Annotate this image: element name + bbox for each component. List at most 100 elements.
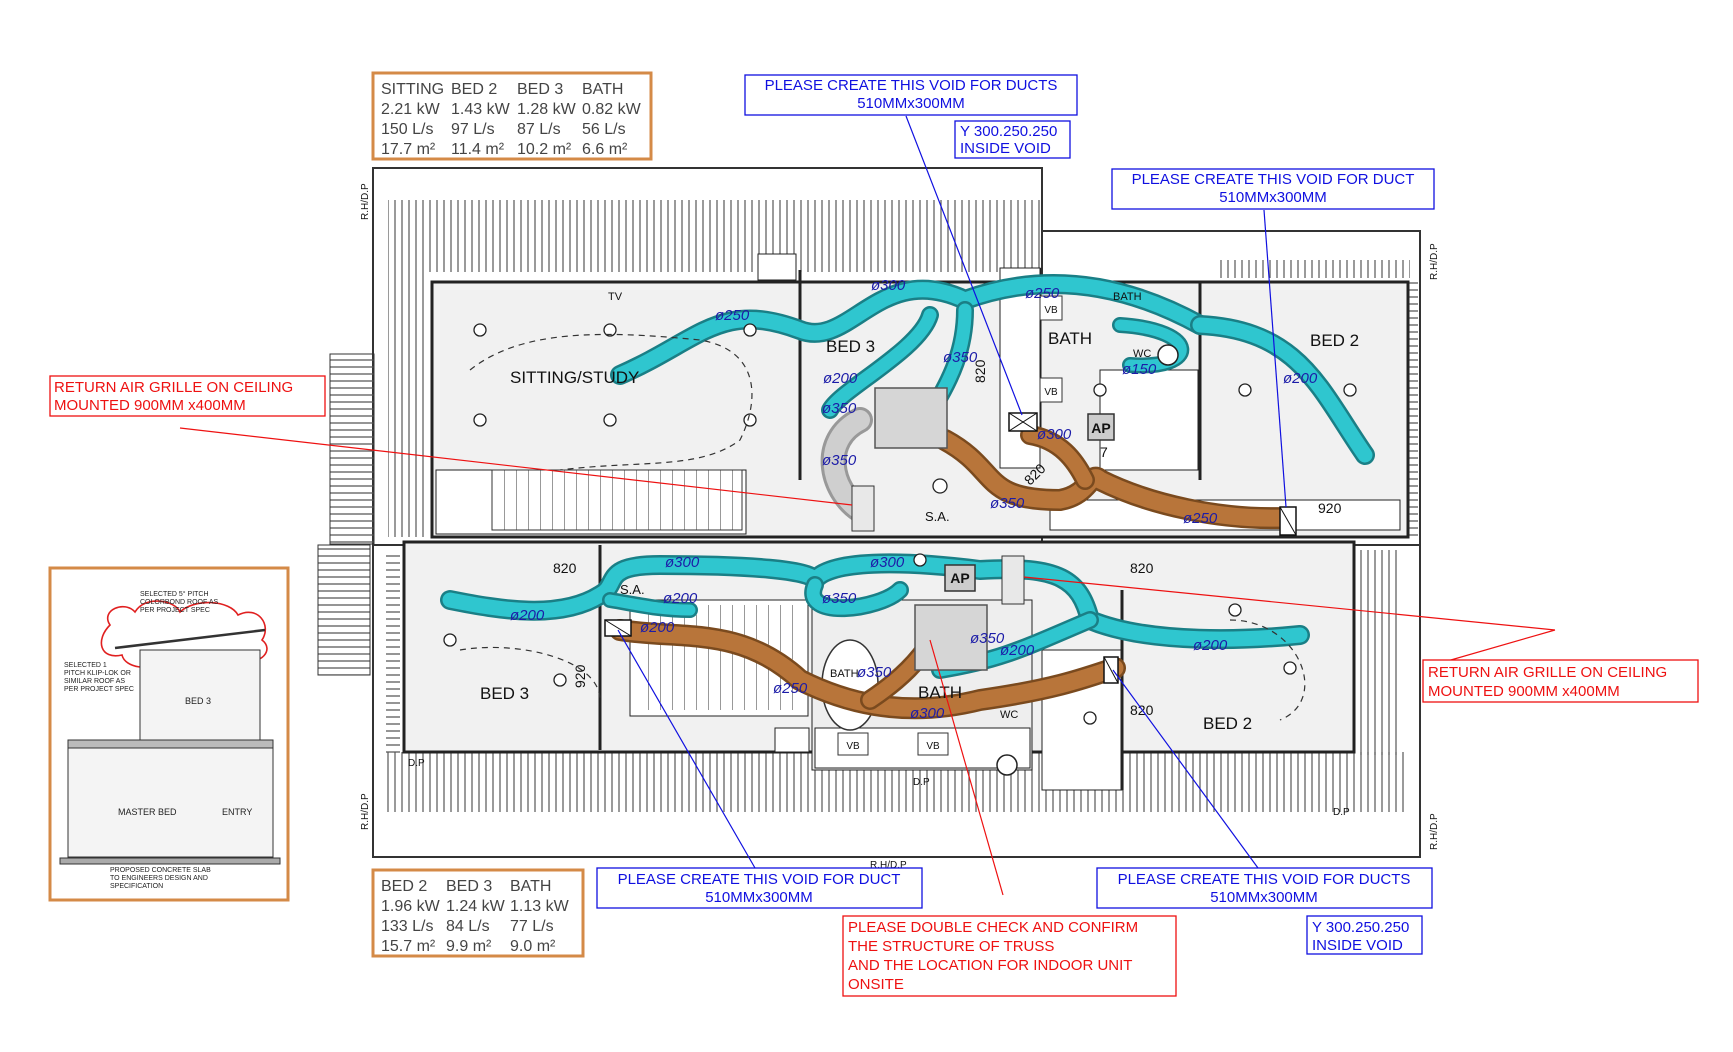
dim-920-upper: 920 — [1318, 500, 1342, 516]
section-upper-room — [139, 649, 261, 741]
light-icon — [1283, 661, 1297, 675]
table-cell: 87 L/s — [517, 121, 561, 138]
dia-200: ø200 — [1283, 370, 1318, 387]
upper-supply-duct — [612, 276, 1208, 383]
upper-void-cross — [1008, 412, 1038, 432]
light-icon — [1228, 603, 1242, 617]
rhdp-label: R.H/D.P — [360, 793, 371, 830]
revision-cloud — [100, 600, 268, 672]
note-box — [1422, 659, 1699, 703]
note-line: PLEASE CREATE THIS VOID FOR DUCTS — [765, 77, 1058, 94]
note-void-duct-bottom-left: PLEASE CREATE THIS VOID FOR DUCT 510MMx3… — [596, 867, 923, 909]
note-line: ONSITE — [848, 976, 904, 993]
table-cell: 133 L/s — [381, 918, 433, 935]
rhdp-label: R.H/D.P — [1429, 243, 1440, 280]
note-line: PLEASE CREATE THIS VOID FOR DUCT — [1132, 171, 1415, 188]
table-cell: 56 L/s — [582, 121, 626, 138]
upper-roof-hatch-left — [388, 272, 428, 537]
note-line: RETURN AIR GRILLE ON CEILING — [1428, 664, 1667, 681]
ap-box-lower — [944, 564, 976, 592]
table-cell: 15.7 m² — [381, 938, 436, 955]
light-icon — [743, 413, 757, 427]
dim-820-lower-left: 820 — [553, 560, 577, 576]
lower-return-duct — [611, 621, 1124, 717]
supply-ducts — [440, 274, 1375, 679]
dia-350: ø350 — [990, 495, 1025, 512]
dia-200: ø200 — [823, 370, 858, 387]
dim-820-lower-right: 820 — [1130, 560, 1154, 576]
table-cell: BED 3 — [446, 878, 492, 895]
light-icon — [1083, 711, 1097, 725]
dia-200: ø200 — [640, 619, 675, 636]
note-line: INSIDE VOID — [960, 140, 1051, 157]
lower-roof-hatch-right — [1358, 550, 1398, 755]
ap-label-lower: AP — [950, 570, 969, 586]
dia-300: ø300 — [1037, 426, 1072, 443]
dia-150: ø150 — [1122, 361, 1157, 378]
dia-350: ø350 — [857, 664, 892, 681]
table-cell: 1.24 kW — [446, 898, 506, 915]
table-cell: BED 3 — [517, 81, 563, 98]
upper-stairs — [491, 469, 743, 531]
upper-return-grille — [851, 485, 875, 532]
note-box — [1306, 915, 1423, 955]
section-side-note-2: PITCH KLIP-LOK OR — [64, 670, 131, 677]
table-cell: 11.4 m² — [451, 141, 505, 158]
rhdp-label: R.H/D.P — [870, 860, 907, 871]
room-bed3-lower: BED 3 — [480, 684, 529, 703]
note-y-inside-bottom: Y 300.250.250 INSIDE VOID — [1306, 915, 1423, 955]
right-void-cross — [1279, 506, 1297, 536]
dia-300: ø300 — [871, 277, 906, 294]
dim-820-upper: 820 — [972, 359, 988, 383]
lower-floor — [317, 540, 1421, 858]
lower-supply-350 — [806, 578, 907, 615]
room-bath-upper: BATH — [1048, 329, 1092, 348]
light-icon — [443, 633, 457, 647]
table-cell: BED 2 — [451, 81, 497, 98]
table-cell: 6.6 m² — [582, 141, 628, 158]
dia-250: ø250 — [1183, 510, 1218, 527]
light-icon — [473, 413, 487, 427]
note-box — [842, 915, 1177, 997]
table-cell: 84 L/s — [446, 918, 490, 935]
ap-label-upper: AP — [1091, 420, 1110, 436]
lower-indoor-unit — [914, 604, 988, 671]
note-line: PLEASE CREATE THIS VOID FOR DUCTS — [1118, 871, 1411, 888]
dia-350: ø350 — [970, 630, 1005, 647]
rhdp-label: R.H/D.P — [360, 183, 371, 220]
table-cell: 150 L/s — [381, 121, 433, 138]
dia-250: ø250 — [773, 680, 808, 697]
room-sitting-study: SITTING/STUDY — [510, 368, 639, 387]
lower-load-table: BED 2 BED 3 BATH 1.96 kW 1.24 kW 1.13 kW… — [371, 868, 585, 958]
section-entry: ENTRY — [222, 807, 252, 817]
note-box — [596, 867, 923, 909]
section-floor-slab — [67, 739, 274, 749]
section-slab-note-1: PROPOSED CONCRETE SLAB — [110, 867, 211, 874]
upper-return-branch — [1022, 427, 1093, 488]
dia-300: ø300 — [910, 705, 945, 722]
note-box — [1111, 168, 1435, 210]
upper-indoor-unit — [874, 387, 948, 449]
smoke-detector-icon — [932, 478, 948, 494]
table-cell: BATH — [582, 81, 623, 98]
wiring-dashed — [1229, 619, 1306, 721]
upper-roof-hatch-right — [1408, 278, 1418, 538]
lower-supply-sa — [604, 594, 696, 616]
note-line: 510MMx300MM — [705, 889, 813, 906]
note-line: PLEASE CREATE THIS VOID FOR DUCT — [618, 871, 901, 888]
vb-label: VB — [926, 741, 940, 752]
leader-void-top — [905, 115, 1023, 416]
note-void-ducts-top: PLEASE CREATE THIS VOID FOR DUCTS 510MMx… — [744, 74, 1078, 116]
note-box — [49, 375, 326, 417]
note-line: 510MMx300MM — [1210, 889, 1318, 906]
dia-200: ø200 — [510, 607, 545, 624]
table-cell: 1.13 kW — [510, 898, 570, 915]
section-lower-room — [67, 744, 274, 858]
grey-flex-duct-inner — [823, 410, 870, 520]
vb-box — [917, 732, 949, 756]
table-cell: 1.96 kW — [381, 898, 441, 915]
table-cell: 1.28 kW — [517, 101, 577, 118]
dia-350: ø350 — [822, 590, 857, 607]
note-line: 510MMx300MM — [857, 95, 965, 112]
light-icon — [913, 553, 927, 567]
